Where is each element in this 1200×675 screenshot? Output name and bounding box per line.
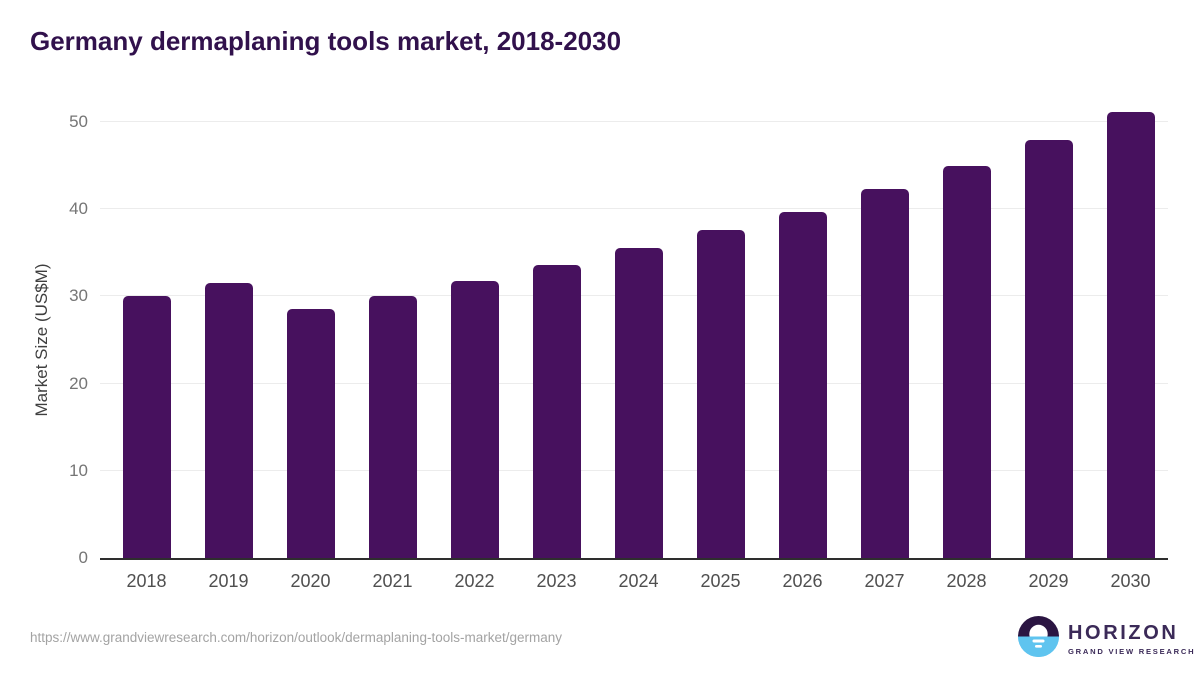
bar-2022 xyxy=(450,280,499,558)
bar-2024 xyxy=(614,248,663,558)
x-tick-label-2025: 2025 xyxy=(700,571,741,591)
y-tick-label-50: 50 xyxy=(69,112,88,131)
bar-2020 xyxy=(286,308,335,558)
y-axis-ticks: 0 10 20 30 40 50 xyxy=(20,105,88,567)
x-tick-label-2020: 2020 xyxy=(290,571,331,591)
x-tick-label-2028: 2028 xyxy=(946,571,987,591)
bar-2019 xyxy=(204,283,253,558)
gridline-50 xyxy=(100,121,1168,122)
gridline-40 xyxy=(100,208,1168,210)
y-tick-label-30: 30 xyxy=(69,286,88,306)
x-tick-label-2022: 2022 xyxy=(454,571,495,591)
logo-text: HORIZON GRAND VIEW RESEARCH xyxy=(1068,623,1195,656)
y-tick-label-40: 40 xyxy=(69,199,88,219)
bar-2030 xyxy=(1106,111,1155,558)
y-tick-label-10: 10 xyxy=(69,460,88,480)
bar-2027 xyxy=(860,189,909,558)
horizon-logo: HORIZON GRAND VIEW RESEARCH xyxy=(1018,616,1195,662)
x-tick-label-2030: 2030 xyxy=(1110,571,1151,591)
x-tick-label-2023: 2023 xyxy=(536,571,577,591)
bar-2025 xyxy=(696,230,745,558)
x-tick-label-2021: 2021 xyxy=(372,571,413,591)
bar-2028 xyxy=(942,165,991,558)
x-tick-label-2027: 2027 xyxy=(864,571,905,591)
x-tick-label-2018: 2018 xyxy=(126,571,167,591)
x-tick-label-2019: 2019 xyxy=(208,571,249,591)
x-tick-label-2024: 2024 xyxy=(618,571,659,591)
x-tick-label-2026: 2026 xyxy=(782,571,823,591)
bar-2023 xyxy=(532,265,581,558)
bar-2026 xyxy=(778,211,827,558)
page-title: Germany dermaplaning tools market, 2018-… xyxy=(30,26,622,56)
plot-area xyxy=(100,105,1168,560)
bar-2029 xyxy=(1024,140,1073,558)
y-tick-label-20: 20 xyxy=(69,373,88,393)
bar-2021 xyxy=(368,295,417,558)
bar-2018 xyxy=(122,296,171,558)
x-axis-ticks: 2018 2019 2020 2021 2022 2023 2024 2025 2026 2027… xyxy=(100,571,1168,597)
logo-subtitle: GRAND VIEW RESEARCH xyxy=(1068,646,1196,656)
logo-name: HORIZON xyxy=(1068,621,1179,644)
source-url: https://www.grandviewresearch.com/horizo… xyxy=(30,630,562,645)
y-tick-label-0: 0 xyxy=(78,548,88,567)
sun-over-horizon-icon xyxy=(1018,616,1059,662)
x-tick-label-2029: 2029 xyxy=(1028,571,1069,591)
